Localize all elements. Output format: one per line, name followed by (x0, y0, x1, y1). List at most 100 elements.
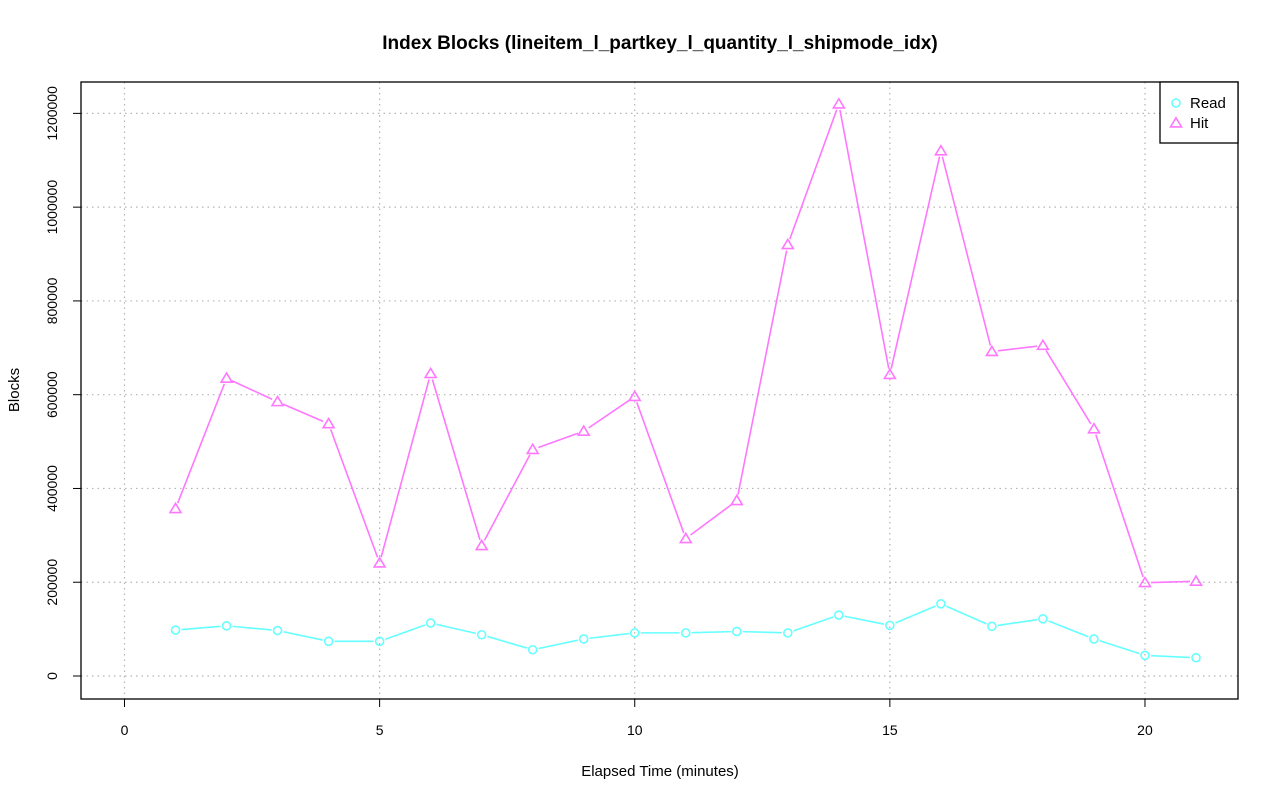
series-hit-segment (483, 454, 531, 541)
series-read-segment (1150, 654, 1191, 659)
series-read-segment (691, 630, 731, 634)
series-read-point (578, 634, 589, 644)
series-hit-point (1036, 338, 1050, 351)
series-read-segment (793, 616, 834, 632)
series-hit-point (474, 538, 489, 551)
series-read-segment (538, 639, 579, 650)
x-tick-label: 10 (627, 722, 643, 738)
series-read-point (272, 625, 283, 636)
series-layer (168, 97, 1203, 663)
series-hit-segment (789, 109, 838, 240)
x-tick-label: 15 (882, 722, 898, 738)
grid (81, 82, 1238, 699)
series-hit-segment (231, 380, 273, 400)
series-hit (168, 97, 1203, 588)
series-read-segment (589, 632, 629, 640)
series-read-segment (181, 625, 221, 631)
series-hit-point (525, 442, 540, 455)
series-read-segment (232, 625, 272, 631)
series-read-point (374, 636, 385, 647)
x-tick-label: 20 (1137, 722, 1153, 738)
series-read-segment (895, 605, 936, 624)
series-read-segment (436, 623, 476, 635)
series-read-point (476, 629, 487, 640)
y-tick-label: 400000 (44, 465, 60, 512)
y-tick-label: 1200000 (44, 86, 60, 141)
series-hit-point (729, 493, 744, 506)
y-tick-label: 1000000 (44, 180, 60, 235)
series-hit-point (321, 417, 336, 429)
series-read-point (987, 621, 997, 632)
series-read-point (425, 618, 436, 628)
series-hit-point (270, 394, 285, 407)
series-hit-segment (1045, 350, 1092, 425)
series-hit-segment (431, 379, 481, 541)
series-hit-segment (1095, 434, 1144, 578)
x-axis-label: Elapsed Time (minutes) (581, 763, 739, 780)
series-hit-segment (1150, 580, 1191, 584)
series-hit-point (831, 97, 846, 109)
series-read-segment (1099, 640, 1140, 655)
series-read-point (731, 626, 742, 637)
series-hit-point (576, 424, 591, 436)
series-hit-segment (588, 399, 631, 429)
series-hit-point (678, 531, 693, 544)
y-tick-label: 0 (44, 672, 60, 680)
series-hit-point (985, 344, 999, 357)
series-hit-point (934, 144, 948, 156)
series-hit-point (168, 501, 183, 514)
chart-title: Index Blocks (lineitem_l_partkey_l_quant… (382, 33, 937, 54)
legend-hit-marker (1169, 116, 1183, 128)
series-read-segment (283, 630, 323, 641)
series-hit-segment (380, 379, 430, 558)
series-hit-segment (176, 383, 226, 504)
series-hit-point (372, 556, 387, 568)
series-read (170, 598, 1201, 663)
series-hit-segment (636, 401, 685, 534)
axes: 0 5 10 15 20 0 200000 400000 600000 800000 1000000… (44, 86, 1153, 738)
series-hit-point (219, 371, 234, 383)
y-tick-label: 200000 (44, 559, 60, 606)
y-tick-label: 800000 (44, 277, 60, 324)
series-read-point (1038, 613, 1048, 624)
series-hit-segment (329, 429, 379, 558)
series-read-point (834, 610, 844, 620)
legend-read-marker (1171, 98, 1181, 108)
series-read-segment (384, 624, 426, 641)
series-hit-segment (941, 156, 992, 346)
series-hit-segment (690, 503, 733, 536)
series-hit-segment (839, 109, 890, 369)
y-axis-label: Blocks (6, 368, 23, 412)
series-read-segment (844, 615, 885, 625)
y-tick-label: 600000 (44, 371, 60, 418)
series-read-segment (742, 630, 782, 634)
series-hit-point (423, 366, 438, 379)
series-hit-point (1087, 422, 1101, 434)
series-hit-point (1189, 574, 1203, 586)
series-read-point (323, 636, 334, 647)
series-read-segment (997, 618, 1038, 627)
series-read-point (1089, 634, 1099, 644)
series-hit-point (882, 367, 897, 380)
series-read-point (170, 625, 181, 635)
legend-hit-label: Hit (1190, 115, 1209, 132)
series-hit-segment (890, 156, 941, 369)
plot-frame (80, 81, 1239, 700)
series-hit-point (1138, 575, 1152, 588)
series-read-point (680, 628, 691, 638)
series-read-segment (1048, 620, 1089, 638)
series-read-point (885, 620, 895, 631)
series-read-point (783, 628, 793, 638)
series-hit-point (627, 389, 642, 402)
series-read-point (527, 644, 538, 655)
series-read-point (221, 621, 232, 631)
x-tick-label: 0 (121, 722, 129, 738)
series-hit-segment (737, 250, 788, 495)
series-hit-point (780, 237, 795, 250)
series-hit-segment (282, 403, 324, 423)
legend-read-label: Read (1190, 95, 1226, 112)
legend-box (1159, 81, 1239, 144)
series-read-point (629, 628, 640, 638)
series-hit-segment (538, 432, 579, 449)
